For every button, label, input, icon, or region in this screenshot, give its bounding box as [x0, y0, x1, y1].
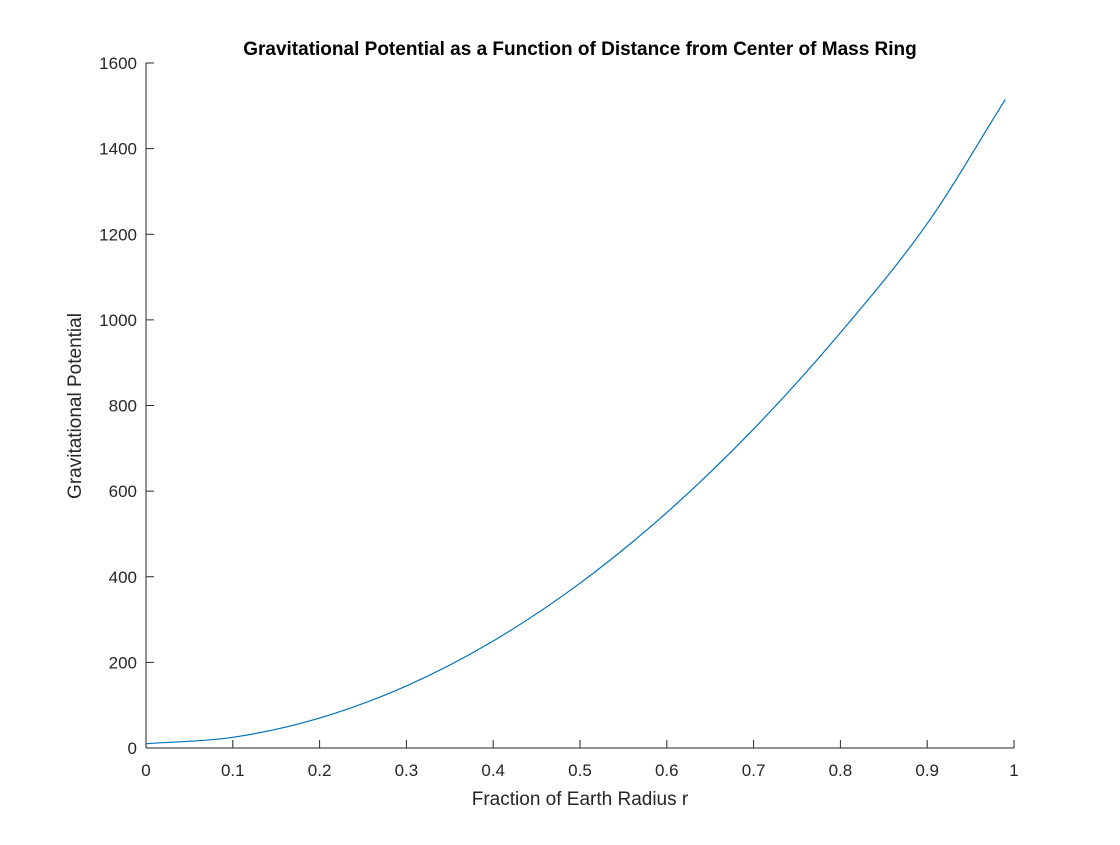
x-tick-label: 0: [141, 761, 150, 780]
x-tick-label: 0.6: [655, 761, 679, 780]
y-tick-label: 400: [109, 568, 137, 587]
y-tick-label: 1200: [99, 225, 137, 244]
x-tick-label: 0.4: [481, 761, 505, 780]
y-axis-label: Gravitational Potential: [65, 313, 86, 499]
y-tick-label: 200: [109, 653, 137, 672]
y-tick-label: 800: [109, 397, 137, 416]
y-tick-label: 1400: [99, 140, 137, 159]
x-tick-label: 0.9: [915, 761, 939, 780]
x-tick-label: 0.3: [395, 761, 419, 780]
x-tick-label: 0.8: [829, 761, 853, 780]
x-tick-label: 0.5: [568, 761, 592, 780]
series-line-0: [145, 99, 1006, 745]
x-tick-label: 0.7: [742, 761, 766, 780]
x-tick-label: 0.2: [308, 761, 332, 780]
y-tick-label: 1600: [99, 54, 137, 73]
x-axis-label: Fraction of Earth Radius r: [472, 789, 689, 810]
x-tick-label: 1: [1009, 761, 1018, 780]
y-tick-label: 1000: [99, 311, 137, 330]
plot-area: 0 0.1 0.2 0.3 0.4 0.5 0.6 0.7 0.8 0.9 1 0 200 400 600 8…: [99, 54, 1019, 780]
y-tick-label: 0: [128, 739, 137, 758]
x-tick-label: 0.1: [221, 761, 245, 780]
chart-title: Gravitational Potential as a Function of…: [243, 39, 917, 60]
y-tick-label: 600: [109, 482, 137, 501]
